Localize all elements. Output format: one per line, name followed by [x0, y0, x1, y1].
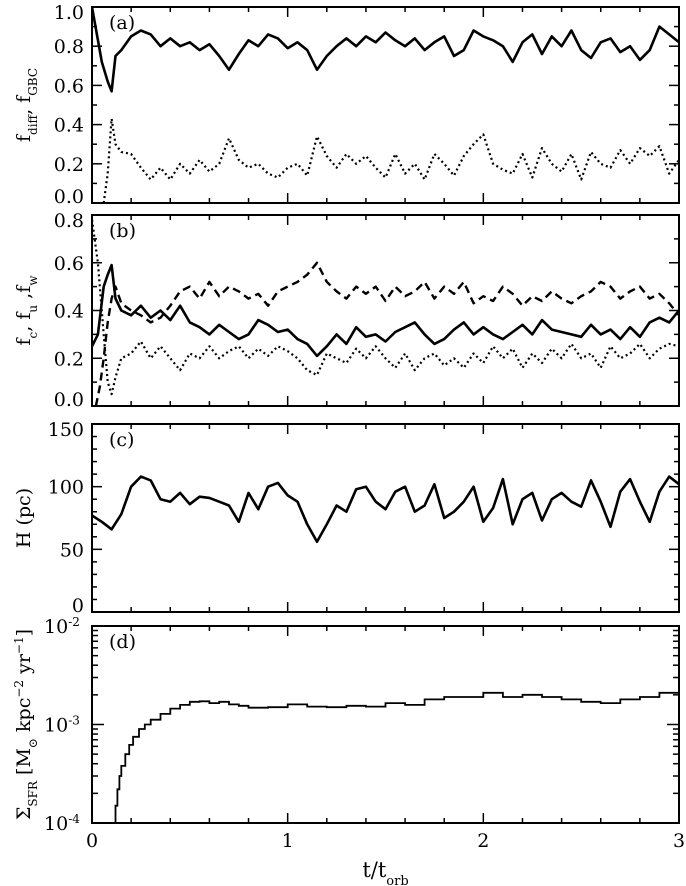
plot-frame: [91, 214, 680, 407]
series-line-dashed: [94, 261, 679, 406]
series-line-solid: [92, 263, 679, 358]
x-tick-label: 3: [673, 830, 685, 852]
y-tick-label: 0.2: [54, 154, 84, 176]
y-tick-label: 0.0: [54, 186, 84, 208]
y-tick-label: 1.0: [54, 2, 84, 24]
series-line-solid: [92, 475, 679, 544]
panel-label: (d): [109, 631, 136, 653]
series-line-dotted: [92, 219, 679, 396]
plot-frame: [91, 625, 680, 824]
y-tick-label: 50: [60, 539, 84, 561]
y-tick-label: 150: [48, 419, 84, 441]
y-tick-label: 0.8: [54, 210, 84, 232]
y-tick-label: 0.6: [54, 75, 84, 97]
series-line-dotted: [102, 117, 679, 203]
y-tick-label: 10-2: [44, 615, 80, 638]
x-tick-label: 2: [477, 830, 489, 852]
y-tick-label: 10-3: [44, 714, 80, 737]
series-line-solid: [92, 7, 679, 93]
y-axis-label: fdiff, fGBC: [13, 68, 40, 142]
panel-label: (b): [109, 220, 136, 242]
y-tick-label: 0: [72, 595, 84, 617]
y-tick-label: 0.8: [54, 36, 84, 58]
panel-c: 0 50 100 150 (c) H (pc): [13, 419, 680, 617]
y-tick-label: 0.4: [54, 301, 84, 323]
panel-label: (c): [109, 429, 134, 451]
y-tick-label: 0.2: [54, 348, 84, 370]
plot-frame: [91, 6, 680, 204]
y-tick-label: 0.6: [54, 253, 84, 275]
y-axis-label: ΣSFR [M⊙ kpc−2 yr−1]: [12, 629, 40, 820]
plot-frame: [91, 423, 680, 613]
y-tick-label: 0.0: [54, 389, 84, 411]
y-tick-label: 0.4: [54, 115, 84, 137]
y-tick-label: 10-4: [44, 812, 80, 835]
y-tick-label: 100: [48, 477, 84, 499]
y-axis-label: fc, fu ,fw: [13, 275, 40, 346]
panels: 0.00.20.40.60.81.0 (a)fdiff, fGBC0.00.20.…: [12, 2, 685, 886]
series-line-step: [114, 690, 679, 823]
panel-label: (a): [109, 12, 135, 34]
x-tick-label: 0: [86, 830, 98, 852]
x-axis-label: t/torb: [362, 858, 408, 886]
panel-a: 0.0 0.2 0.4 0.6 0.8 1.0 (a) fdiff, fGBC: [13, 2, 680, 208]
x-tick-label: 1: [282, 830, 294, 852]
panel-d: 10-4 10-3 10-2 (d) ΣSFR [M⊙ kpc−2 yr−1] 0 1 2 3 t…: [12, 615, 685, 886]
panel-b: 0.0 0.2 0.4 0.6 0.8 (b) fc, fu ,fw: [13, 210, 680, 411]
y-axis-label: H (pc): [13, 488, 35, 548]
